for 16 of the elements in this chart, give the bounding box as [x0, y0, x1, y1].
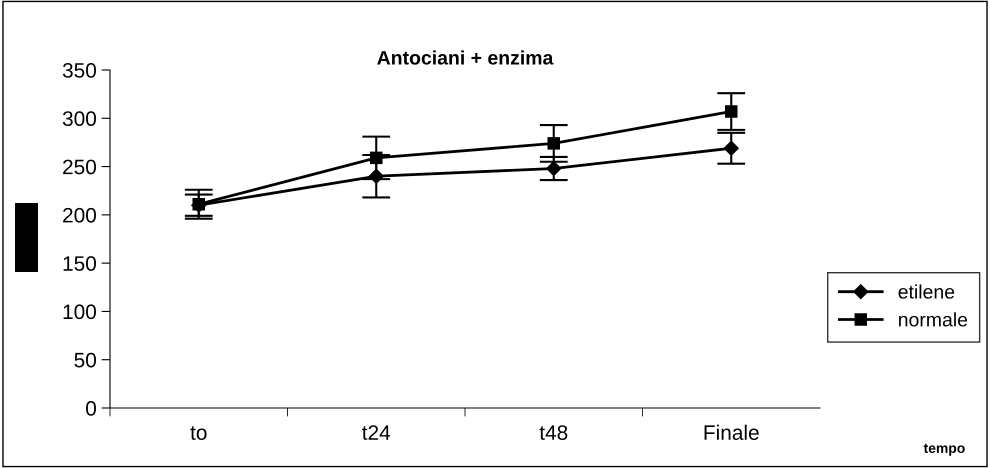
y-tick-label: 250	[63, 160, 96, 174]
y-tick-label: 0	[86, 401, 96, 416]
y-tick-label: 100	[64, 304, 96, 320]
y-tick-label: 50	[74, 352, 96, 368]
y-tick-label: 200	[63, 208, 96, 223]
x-tick-label: t48	[540, 425, 568, 440]
x-tick-label: t24	[362, 425, 390, 440]
y-tick-label: 300	[62, 111, 96, 126]
legend-label: etilene	[898, 284, 954, 299]
y-tick-label: 150	[64, 256, 96, 271]
y-tick-label: 350	[62, 63, 96, 78]
x-tick-label: Finale	[704, 424, 759, 440]
x-tick-label: to	[190, 426, 207, 440]
legend-label: normale	[899, 312, 968, 327]
text: tempo	[924, 444, 965, 456]
chart-title: Antociani + enzima	[377, 50, 554, 65]
